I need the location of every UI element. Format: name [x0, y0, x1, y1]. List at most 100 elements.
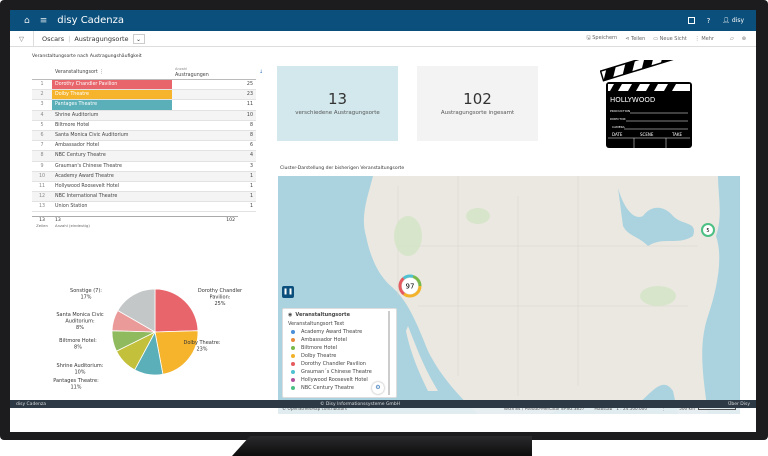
- table-row[interactable]: 10 Academy Award Theatre 1: [32, 171, 267, 182]
- filter-icon[interactable]: ▽: [10, 31, 34, 46]
- pie-label: Biltmore Hotel: 8%: [59, 338, 97, 351]
- legend-subtitle: Veranstaltungsort Text: [288, 321, 345, 327]
- spacer: [256, 99, 267, 111]
- chevron-down-icon[interactable]: ⌄: [132, 33, 145, 44]
- cluster-marker-la[interactable]: 97: [398, 274, 422, 298]
- layer-settings-icon[interactable]: ⚙: [372, 382, 384, 394]
- row-index: 4: [32, 110, 52, 121]
- spacer: [256, 110, 267, 121]
- cluster-marker-ny[interactable]: 5: [700, 222, 716, 238]
- count: 1: [172, 181, 256, 193]
- footer-distinct-label: Anzahl (eindeutig): [55, 223, 90, 228]
- screenshot-icon[interactable]: [687, 17, 695, 24]
- table-row[interactable]: 4 Shrine Auditorium 10: [32, 110, 267, 121]
- col-count[interactable]: Anzahl Austragungen: [172, 66, 256, 80]
- footer-distinct: 13: [55, 218, 61, 223]
- table-row[interactable]: 1 Dorothy Chandler Pavilion 25: [32, 79, 267, 91]
- user-name: disy: [731, 17, 744, 24]
- table-row[interactable]: 9 Grauman's Chinese Theatre 3: [32, 161, 267, 172]
- legend-item[interactable]: Grauman´s Chinese Theatre: [288, 368, 391, 376]
- legend-item[interactable]: Dorothy Chandler Pavilion: [288, 360, 391, 368]
- pie-slice[interactable]: [154, 288, 199, 333]
- count: 11: [172, 99, 256, 111]
- count: 1: [172, 191, 256, 203]
- table-footer: 13 13 102 Zeilen Anzahl (eindeutig): [32, 216, 238, 228]
- legend-label: Dorothy Chandler Pavilion: [301, 361, 366, 367]
- count: 1: [172, 171, 256, 182]
- spacer: [256, 171, 267, 182]
- pause-button[interactable]: ❚❚: [282, 286, 294, 298]
- legend-label: NBC Century Theatre: [301, 385, 354, 391]
- comment-icon[interactable]: ▱: [729, 35, 734, 42]
- share-button[interactable]: ⋖ Teilen: [625, 35, 646, 42]
- row-index: 8: [32, 150, 52, 162]
- legend-item[interactable]: Hollywood Roosevelt Hotel: [288, 376, 391, 384]
- table-row[interactable]: 3 Pantages Theatre 11: [32, 99, 267, 111]
- col-place[interactable]: Veranstaltungsort ⋮: [52, 66, 172, 80]
- sort-icon[interactable]: ↓: [259, 70, 264, 76]
- col-index: [32, 66, 52, 80]
- place-name: Pantages Theatre: [52, 99, 172, 111]
- clapper-col: TAKE: [671, 132, 682, 137]
- app-header: ⌂ ≡ disy Cadenza ? 👤︎ disy: [10, 10, 756, 31]
- pie-label: Shrine Auditorium: 10%: [57, 363, 104, 376]
- table-row[interactable]: 8 NBC Century Theatre 4: [32, 150, 267, 162]
- pie-slice[interactable]: [117, 288, 156, 333]
- cluster-count: 97: [406, 283, 415, 291]
- cluster-count: 5: [706, 228, 709, 234]
- legend-item[interactable]: Biltmore Hotel: [288, 344, 391, 352]
- place-name: NBC International Theatre: [52, 191, 172, 203]
- col-count-sub: Anzahl: [175, 67, 188, 71]
- save-button[interactable]: 🖫︎ Speichern: [586, 34, 618, 41]
- database-icon[interactable]: ⊜: [741, 35, 746, 42]
- help-icon[interactable]: ?: [706, 16, 711, 25]
- legend-item[interactable]: Ambassador Hotel: [288, 336, 391, 344]
- clapperboard-image: HOLLYWOOD PRODUCTION DIRECTOR CAMERA DAT…: [600, 60, 692, 148]
- table-row[interactable]: 12 NBC International Theatre 1: [32, 191, 267, 203]
- legend-scrollbar[interactable]: [388, 311, 390, 395]
- spacer: [256, 191, 267, 202]
- eye-icon[interactable]: ◉: [288, 312, 293, 318]
- more-button[interactable]: ⋮ Mehr: [694, 35, 714, 42]
- menu-icon[interactable]: ≡: [39, 15, 48, 26]
- table-row[interactable]: 11 Hollywood Roosevelt Hotel 1: [32, 181, 267, 193]
- table-row[interactable]: 7 Ambassador Hotel 6: [32, 140, 267, 152]
- legend-item[interactable]: NBC Century Theatre: [288, 384, 391, 392]
- breadcrumb-oscars[interactable]: Oscars: [42, 34, 65, 43]
- pie-label: Sonstige (7): 17%: [70, 288, 102, 301]
- kpi-value: 102: [463, 90, 492, 108]
- pie-label: Pantages Theatre: 11%: [53, 378, 99, 391]
- row-index: 10: [32, 171, 52, 182]
- legend-item[interactable]: Academy Award Theatre: [288, 328, 391, 336]
- user-menu[interactable]: 👤︎ disy: [722, 17, 744, 24]
- pie-slice[interactable]: [154, 330, 199, 375]
- count: 8: [172, 130, 256, 142]
- row-index: 3: [32, 99, 52, 111]
- place-name: Santa Monica Civic Auditorium: [52, 130, 172, 142]
- map-more-icon[interactable]: ⋮: [660, 405, 666, 411]
- spacer: [256, 120, 267, 131]
- place-name: NBC Century Theatre: [52, 150, 172, 162]
- new-view-button[interactable]: ▭ Neue Sicht: [653, 35, 687, 42]
- row-index: 13: [32, 201, 52, 213]
- spacer: [256, 79, 267, 90]
- table-row[interactable]: 5 Biltmore Hotel 8: [32, 120, 267, 131]
- place-name: Union Station: [52, 201, 172, 213]
- table-row[interactable]: 13 Union Station 1: [32, 201, 267, 213]
- map-scale[interactable]: 1 : 24.500.000: [616, 405, 647, 411]
- legend-item[interactable]: Dolby Theatre: [288, 352, 391, 360]
- about-link[interactable]: Über Disy: [728, 401, 750, 407]
- table-row[interactable]: 6 Santa Monica Civic Auditorium 8: [32, 130, 267, 142]
- save-label: Speichern: [592, 34, 618, 41]
- map-crs: WGS 84 / Pseudo-Mercator EPSG:3857: [503, 405, 585, 411]
- col-count-label: Austragungen: [175, 73, 209, 78]
- place-name: Dorothy Chandler Pavilion: [52, 79, 172, 91]
- legend-dot: [291, 370, 295, 374]
- clapper-field: DIRECTOR: [610, 117, 626, 121]
- home-icon[interactable]: ⌂: [24, 15, 30, 26]
- place-name: Academy Award Theatre: [52, 171, 172, 182]
- clapper-col: SCENE: [640, 132, 654, 137]
- breadcrumb-austragungsorte[interactable]: Austragungsorte: [74, 34, 129, 43]
- map[interactable]: 97 5 ❚❚ ◉ Veranstaltungsorte ⋮ Veranstal…: [278, 176, 740, 414]
- table-row[interactable]: 2 Dolby Theatre 23: [32, 89, 267, 101]
